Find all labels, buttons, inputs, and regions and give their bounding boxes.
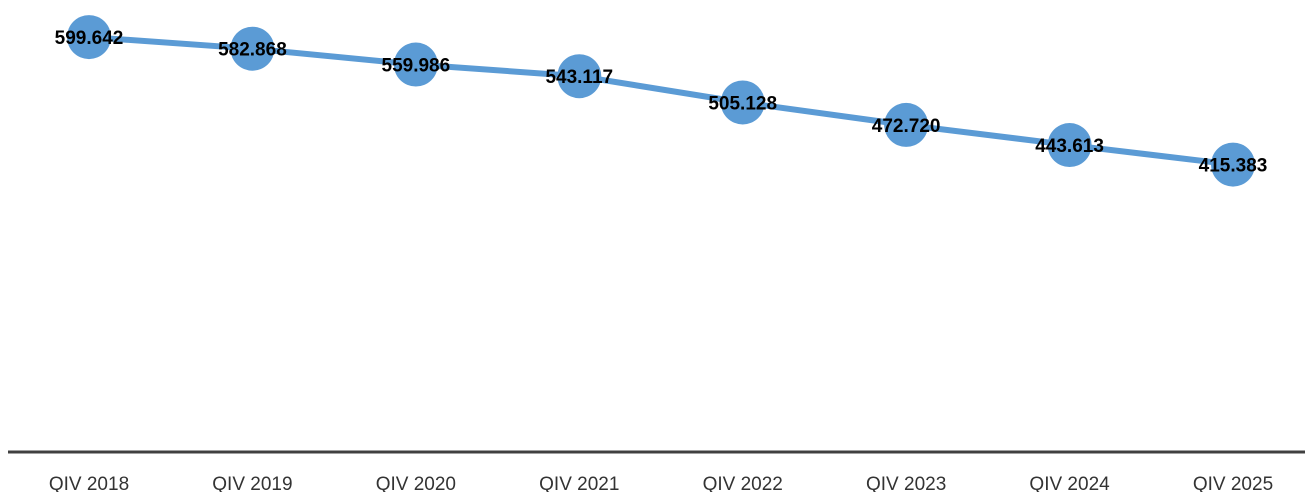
- marker: [1047, 123, 1092, 168]
- x-tick-label: QIV 2020: [376, 474, 456, 492]
- data-label: 472.720: [872, 116, 941, 137]
- x-tick-label: QIV 2022: [703, 474, 783, 492]
- data-label: 543.117: [545, 67, 613, 88]
- marker: [557, 54, 602, 99]
- line: [88, 34, 1234, 168]
- marker: [230, 26, 275, 71]
- x-tick-label: QIV 2018: [49, 474, 129, 492]
- data-label: 415.383: [1199, 156, 1268, 177]
- marker: [720, 80, 765, 125]
- x-tick-label: QIV 2025: [1193, 474, 1273, 492]
- x-tick-label: QIV 2024: [1029, 474, 1110, 492]
- marker: [393, 42, 438, 87]
- data-label: 582.868: [218, 40, 287, 61]
- data-label: 559.986: [382, 56, 451, 77]
- marker: [884, 102, 929, 147]
- x-tick-label: QIV 2019: [212, 474, 292, 492]
- x-tick-label: QIV 2023: [866, 474, 946, 492]
- data-label: 443.613: [1035, 136, 1104, 157]
- data-label: 599.642: [55, 28, 124, 49]
- x-tick-label: QIV 2021: [539, 474, 619, 492]
- data-label: 505.128: [708, 93, 777, 114]
- marker: [1211, 142, 1255, 187]
- marker: [67, 15, 111, 60]
